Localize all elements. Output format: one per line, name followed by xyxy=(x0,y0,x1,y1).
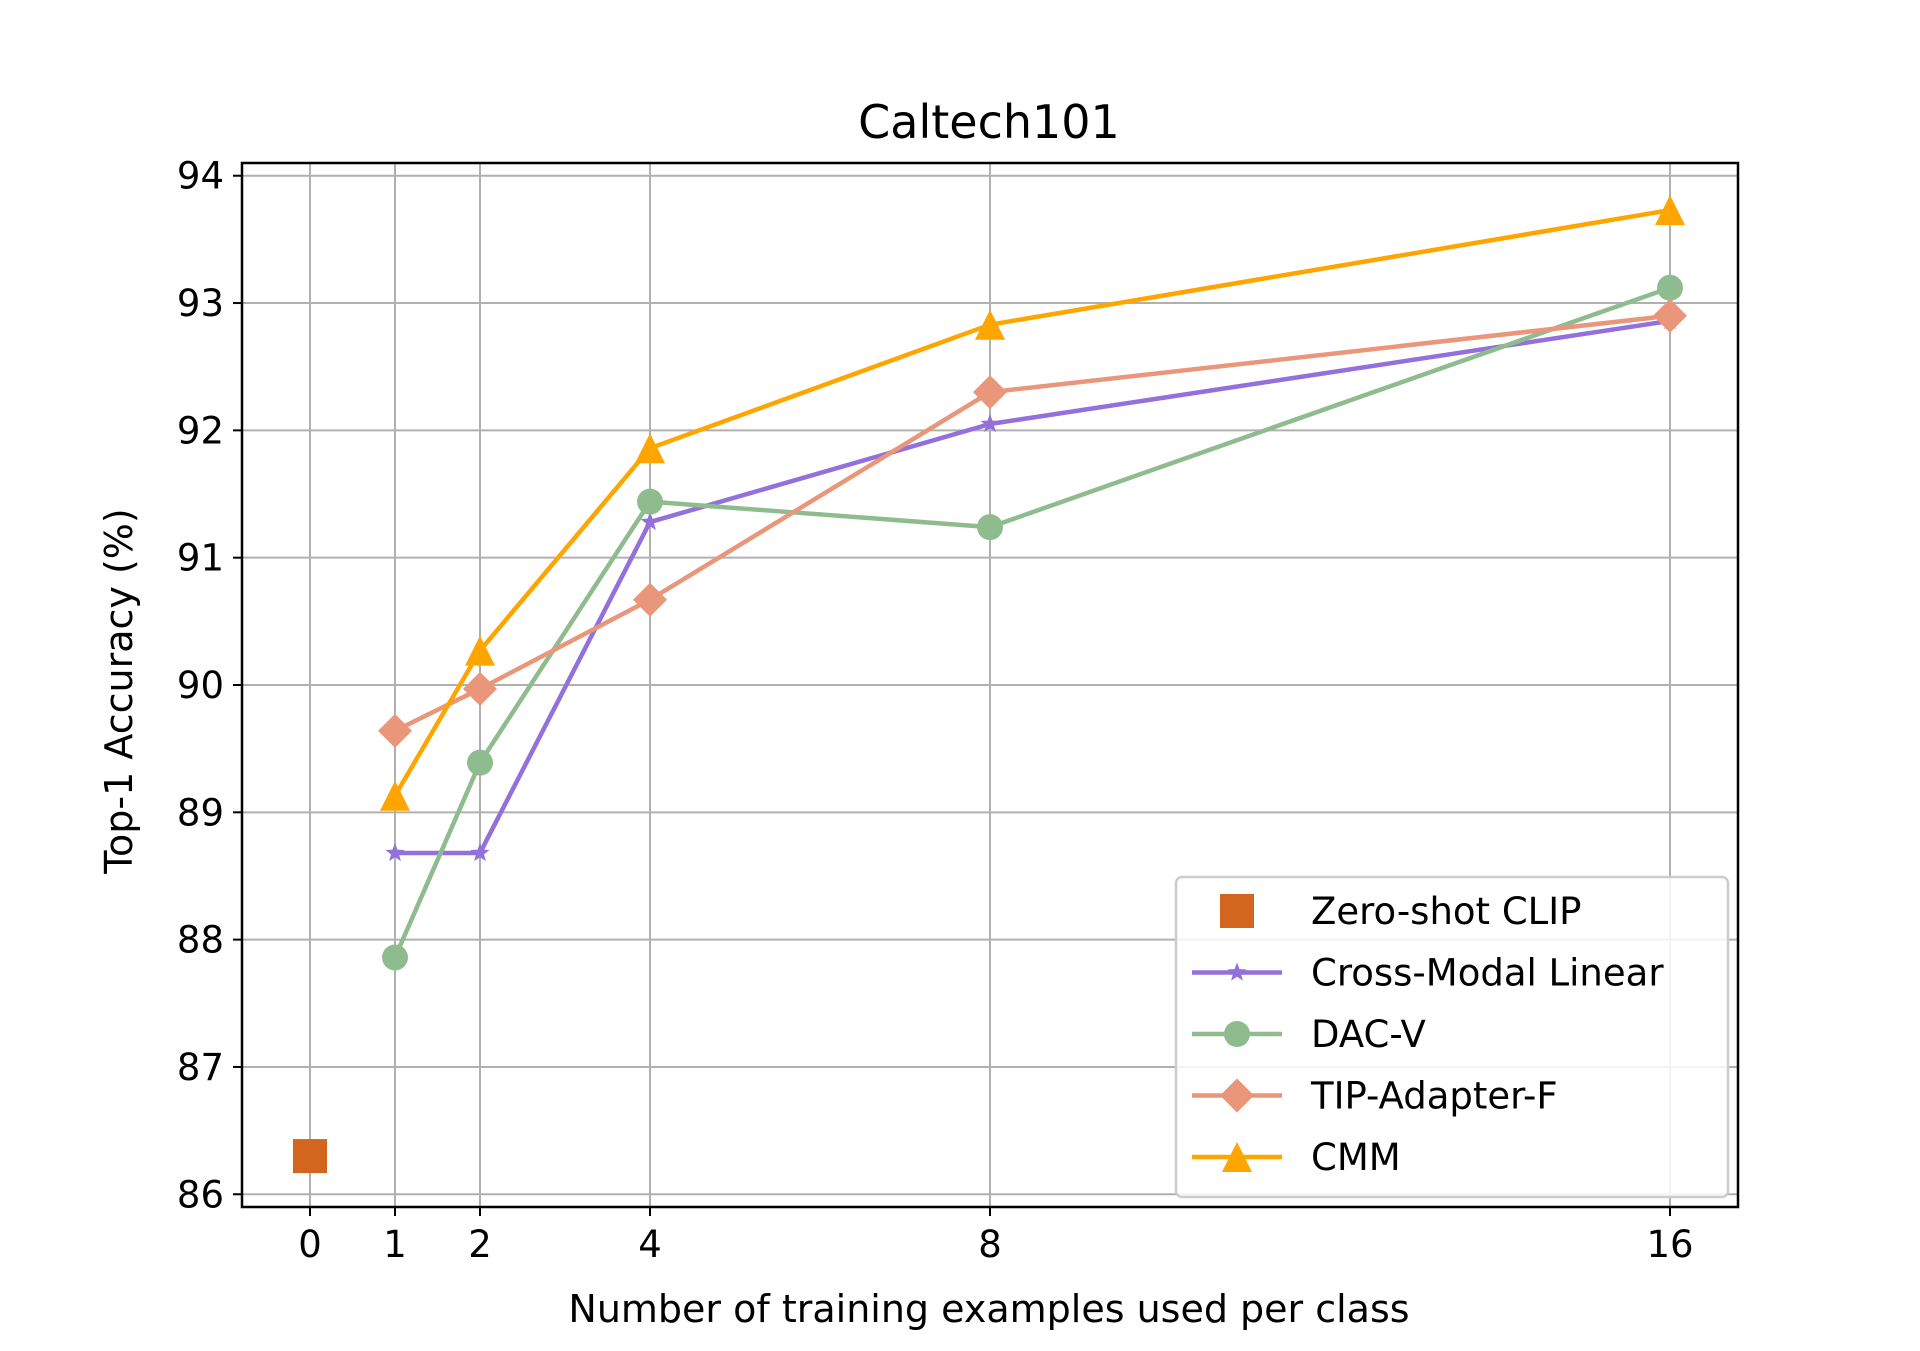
x-tick-label: 0 xyxy=(298,1223,322,1266)
data-point xyxy=(463,671,497,706)
y-axis-label: Top-1 Accuracy (%) xyxy=(97,508,141,874)
axis-ticks: 0 1 2 4 8 16 86 87 88 89 90 91 92 93 94 xyxy=(177,155,1694,1266)
data-point xyxy=(980,414,1000,433)
data-point xyxy=(385,843,405,862)
legend-label: Zero-shot CLIP xyxy=(1311,890,1582,933)
legend-item: Cross-Modal Linear xyxy=(1192,952,1664,995)
y-tick-label: 92 xyxy=(177,409,224,452)
chart-title: Caltech101 xyxy=(858,95,1120,149)
data-point xyxy=(973,375,1007,410)
data-point xyxy=(467,749,493,776)
data-point xyxy=(382,944,408,971)
legend-label: Cross-Modal Linear xyxy=(1311,952,1664,995)
x-tick-label: 2 xyxy=(468,1223,492,1266)
y-tick-label: 93 xyxy=(177,282,224,325)
series-dac-v xyxy=(382,274,1683,971)
y-tick-label: 94 xyxy=(177,155,224,198)
data-point xyxy=(470,843,490,862)
legend: Zero-shot CLIP Cross-Modal Linear DAC-V TIP… xyxy=(1174,875,1730,1199)
data-point xyxy=(635,433,665,464)
x-tick-label: 16 xyxy=(1646,1223,1693,1266)
legend-frame xyxy=(1174,875,1730,1199)
legend-marker xyxy=(1220,1078,1254,1113)
legend-item: CMM xyxy=(1192,1136,1401,1179)
y-tick-label: 90 xyxy=(177,664,224,707)
x-tick-label: 1 xyxy=(383,1223,407,1266)
legend-label: CMM xyxy=(1311,1136,1401,1179)
data-point xyxy=(465,635,495,666)
x-tick-label: 8 xyxy=(978,1223,1002,1266)
x-tick-label: 4 xyxy=(638,1223,662,1266)
y-tick-label: 87 xyxy=(177,1046,224,1089)
legend-item: TIP-Adapter-F xyxy=(1192,1075,1558,1118)
legend-item: Zero-shot CLIP xyxy=(1220,890,1582,933)
x-axis-label: Number of training examples used per cla… xyxy=(568,1287,1409,1331)
y-tick-label: 88 xyxy=(177,919,224,962)
data-point xyxy=(1653,298,1687,333)
data-point xyxy=(1657,274,1683,301)
legend-label: TIP-Adapter-F xyxy=(1310,1075,1558,1118)
data-point xyxy=(977,514,1003,541)
data-point xyxy=(1655,195,1685,226)
data-point xyxy=(293,1139,327,1174)
data-point xyxy=(378,713,412,748)
series-layer xyxy=(293,195,1687,1174)
y-tick-label: 86 xyxy=(177,1173,224,1216)
data-point xyxy=(640,512,660,531)
y-tick-label: 89 xyxy=(177,791,224,834)
legend-marker xyxy=(1220,894,1254,928)
data-point xyxy=(633,582,667,617)
y-tick-label: 91 xyxy=(177,537,224,580)
grid-lines xyxy=(242,163,1738,1207)
data-point xyxy=(380,780,410,811)
data-point xyxy=(975,309,1005,340)
legend-label: DAC-V xyxy=(1311,1013,1426,1056)
legend-item: DAC-V xyxy=(1192,1013,1426,1056)
series-zero-shot-clip xyxy=(293,1139,327,1174)
legend-marker xyxy=(1224,1021,1250,1047)
series-cmm xyxy=(380,195,1685,811)
legend-marker xyxy=(1227,962,1247,981)
data-point xyxy=(637,488,663,515)
legend-marker xyxy=(1222,1142,1252,1172)
